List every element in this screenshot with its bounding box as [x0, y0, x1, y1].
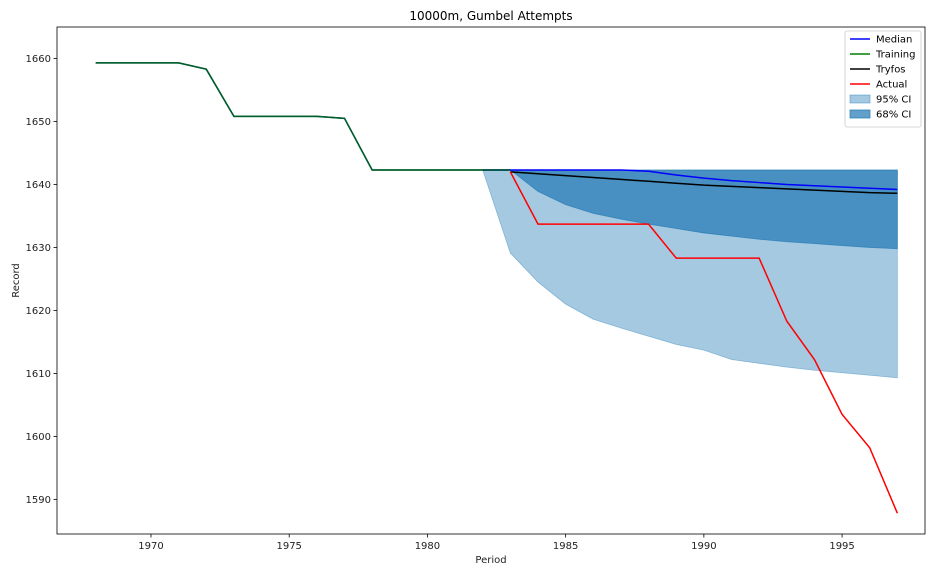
legend: Median Training Tryfos Actual 95% CI 68% CI: [844, 30, 922, 128]
x-axis-ticks: 1970 1975 1980 1985 1990 1995: [138, 534, 855, 552]
legend-label-68-ci: 68% CI: [876, 110, 911, 121]
y-tick-label: 1640: [26, 180, 51, 191]
x-tick-label: 1985: [553, 541, 578, 552]
y-tick-label: 1610: [26, 369, 51, 380]
y-tick-label: 1600: [26, 432, 51, 443]
y-tick-label: 1590: [26, 495, 51, 506]
x-axis-label: Period: [475, 555, 506, 566]
series-lines: [95, 62, 899, 514]
legend-label-training: Training: [875, 50, 915, 61]
ci-bands: [482, 169, 898, 379]
legend-swatch-95-ci: [849, 94, 871, 104]
chart-title: 10000m, Gumbel Attempts: [409, 9, 572, 23]
series-line-actual: [509, 171, 899, 514]
x-tick-label: 1990: [691, 541, 716, 552]
series-line-tryfos: [510, 171, 898, 195]
y-tick-label: 1620: [26, 306, 51, 317]
legend-swatch-68-ci: [849, 109, 871, 119]
legend-label-actual: Actual: [876, 80, 907, 91]
legend-label-median: Median: [876, 35, 912, 46]
y-tick-label: 1660: [26, 54, 51, 65]
legend-label-95-ci: 95% CI: [876, 95, 911, 106]
y-tick-label: 1650: [26, 117, 51, 128]
legend-label-tryfos: Tryfos: [875, 65, 906, 76]
plot-frame: [56, 26, 926, 535]
x-tick-label: 1995: [829, 541, 854, 552]
y-axis-label: Record: [11, 263, 22, 298]
y-tick-label: 1630: [26, 243, 51, 254]
x-tick-label: 1970: [138, 541, 163, 552]
x-tick-label: 1980: [415, 541, 440, 552]
series-line-training-overlay: [95, 62, 511, 171]
series-line-median: [482, 169, 898, 191]
legend-box: [844, 30, 922, 128]
y-axis-ticks: 1590 1600 1610 1620 1630 1640 1650 1660: [26, 54, 57, 506]
x-tick-label: 1975: [276, 541, 301, 552]
